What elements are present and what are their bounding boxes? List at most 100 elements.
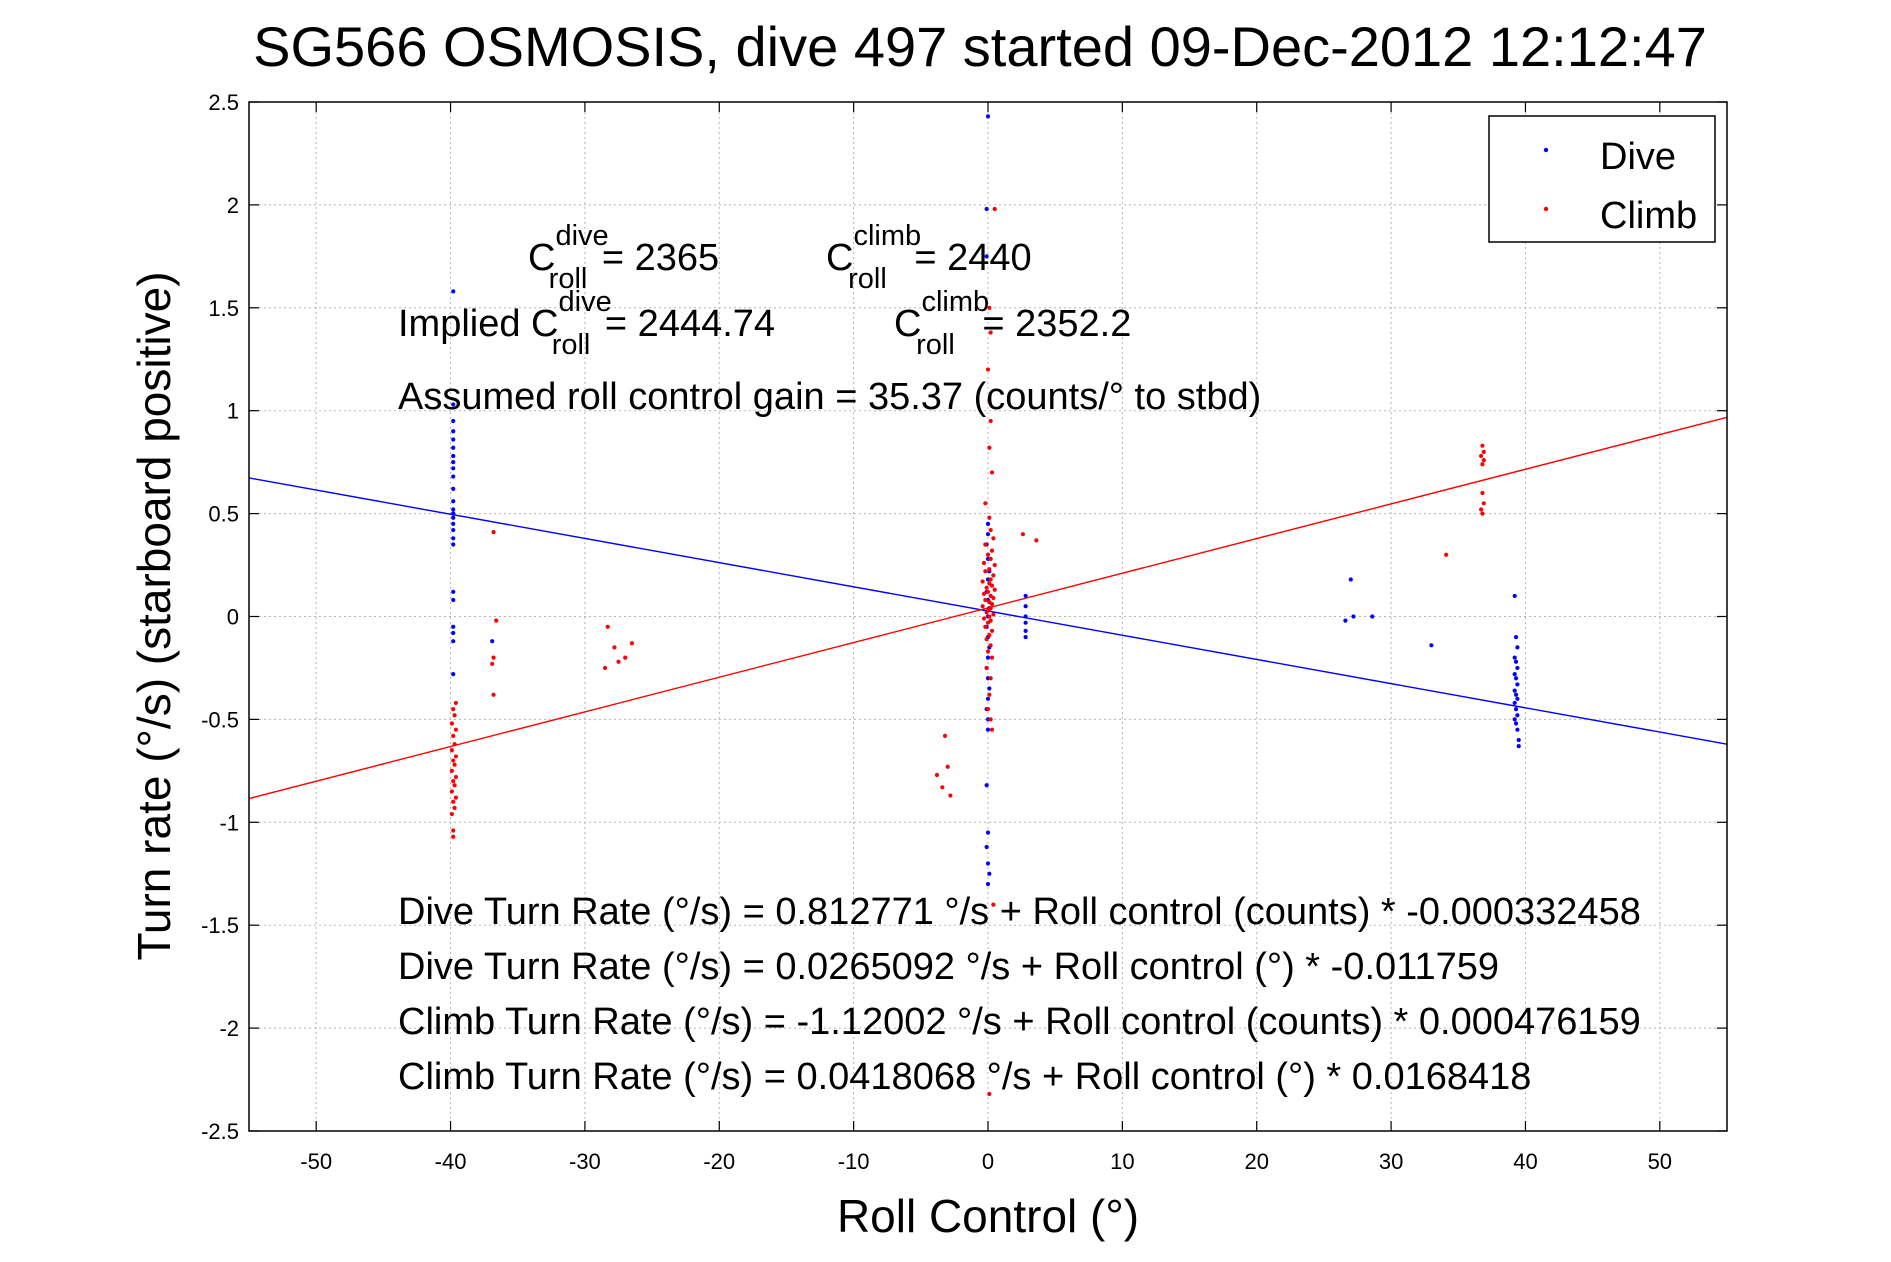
- data-point-climb: [981, 616, 987, 621]
- data-point-dive: [1516, 737, 1521, 743]
- data-point-climb: [1480, 490, 1485, 496]
- data-point-climb: [452, 713, 457, 718]
- data-point-climb: [988, 556, 993, 561]
- y-tick-label: -1.5: [201, 913, 239, 938]
- x-tick-label: -40: [435, 1149, 467, 1174]
- data-point-dive: [1515, 665, 1520, 671]
- data-point-climb: [1479, 453, 1484, 459]
- data-point-dive: [451, 624, 456, 629]
- data-point-climb: [451, 834, 456, 839]
- data-point-climb: [984, 585, 989, 590]
- c-climb-value: = 2440: [904, 237, 1032, 279]
- c-dive-sub: roll: [549, 263, 588, 295]
- data-point-dive: [985, 881, 991, 887]
- data-point-climb: [989, 655, 995, 660]
- data-point-dive: [1348, 577, 1353, 582]
- data-point-climb: [988, 676, 993, 681]
- data-point-climb: [1480, 462, 1485, 467]
- data-point-climb: [981, 560, 987, 566]
- data-point-dive: [451, 639, 456, 644]
- data-point-climb: [989, 470, 995, 475]
- data-point-dive: [451, 429, 456, 434]
- equation-dive-counts: Dive Turn Rate (°/s) = 0.812771 °/s + Ro…: [398, 891, 1641, 933]
- data-point-dive: [1023, 593, 1028, 599]
- x-tick-label: -20: [703, 1149, 735, 1174]
- data-point-climb: [988, 527, 993, 533]
- data-point-climb: [945, 764, 950, 769]
- implied-prefix: Implied C: [398, 303, 559, 345]
- implied-dive-sup: dive: [559, 286, 612, 318]
- data-point-dive: [1513, 659, 1519, 664]
- data-point-climb: [987, 692, 992, 697]
- data-point-dive: [451, 466, 456, 471]
- data-point-climb: [983, 501, 988, 506]
- y-tick-label: -2: [219, 1016, 239, 1041]
- data-point-dive: [1513, 676, 1519, 681]
- y-tick-label: 0: [227, 605, 239, 630]
- data-point-climb: [988, 418, 993, 424]
- implied-climb-prefix: C: [894, 303, 921, 345]
- data-point-dive: [1515, 696, 1520, 701]
- equation-climb-degrees: Climb Turn Rate (°/s) = 0.0418068 °/s + …: [398, 1056, 1531, 1098]
- data-point-dive: [451, 536, 456, 541]
- data-point-dive: [987, 686, 992, 691]
- x-tick-label: -30: [569, 1149, 601, 1174]
- data-point-dive: [1513, 634, 1519, 640]
- data-point-climb: [449, 748, 454, 753]
- data-point-dive: [1512, 593, 1517, 599]
- data-point-climb: [602, 665, 608, 671]
- equation-climb-counts: Climb Turn Rate (°/s) = -1.12002 °/s + R…: [398, 1001, 1641, 1043]
- data-point-climb: [988, 717, 993, 722]
- data-point-climb: [985, 707, 991, 712]
- data-point-climb: [494, 618, 499, 623]
- data-point-climb: [991, 573, 996, 578]
- data-point-dive: [984, 783, 989, 788]
- data-point-climb: [623, 655, 628, 660]
- data-point-dive: [451, 515, 456, 520]
- data-points: [449, 114, 1521, 1097]
- data-point-dive: [451, 630, 456, 636]
- data-point-climb: [451, 828, 456, 833]
- y-tick-label: -2.5: [201, 1119, 239, 1144]
- legend: Dive Climb: [1488, 115, 1716, 243]
- data-point-dive: [1512, 700, 1517, 706]
- data-point-climb: [980, 604, 985, 609]
- data-point-climb: [983, 542, 988, 547]
- y-axis-label: Turn rate (°/s) (starboard positive): [128, 271, 180, 960]
- data-point-climb: [987, 1091, 992, 1097]
- data-point-climb: [452, 741, 457, 747]
- data-point-climb: [987, 305, 992, 310]
- data-point-climb: [491, 692, 496, 697]
- x-tick-label: 0: [982, 1149, 994, 1174]
- data-point-dive: [451, 418, 456, 424]
- data-point-dive: [985, 727, 991, 732]
- ticks: -50 -40 -30 -20 -10 0 10 20 30 40 50-2.5-2-1.5-1-0…: [201, 90, 1727, 1174]
- data-point-climb: [451, 799, 456, 804]
- data-point-climb: [451, 733, 456, 738]
- x-tick-label: 10: [1110, 1149, 1134, 1174]
- data-point-climb: [942, 733, 948, 738]
- data-point-dive: [451, 460, 456, 465]
- c-climb-sub: roll: [848, 263, 887, 295]
- data-point-climb: [991, 612, 996, 617]
- data-point-dive: [985, 521, 991, 526]
- data-point-climb: [1481, 457, 1486, 463]
- equation-dive-degrees: Dive Turn Rate (°/s) = 0.0265092 °/s + R…: [398, 946, 1499, 988]
- legend-climb-marker: [1543, 206, 1549, 212]
- data-point-climb: [987, 445, 992, 450]
- data-point-climb: [453, 727, 459, 732]
- data-point-dive: [1512, 688, 1517, 693]
- implied-climb-sup: climb: [921, 286, 989, 318]
- data-point-dive: [985, 861, 991, 866]
- data-point-climb: [985, 620, 991, 625]
- data-point-dive: [451, 672, 456, 677]
- data-point-dive: [985, 114, 991, 119]
- data-point-dive: [1515, 682, 1520, 687]
- x-tick-label: 20: [1244, 1149, 1268, 1174]
- x-tick-label: -50: [300, 1149, 332, 1174]
- data-point-climb: [985, 552, 991, 557]
- data-point-dive: [1513, 707, 1519, 712]
- data-point-climb: [984, 637, 989, 642]
- data-point-dive: [1023, 628, 1028, 634]
